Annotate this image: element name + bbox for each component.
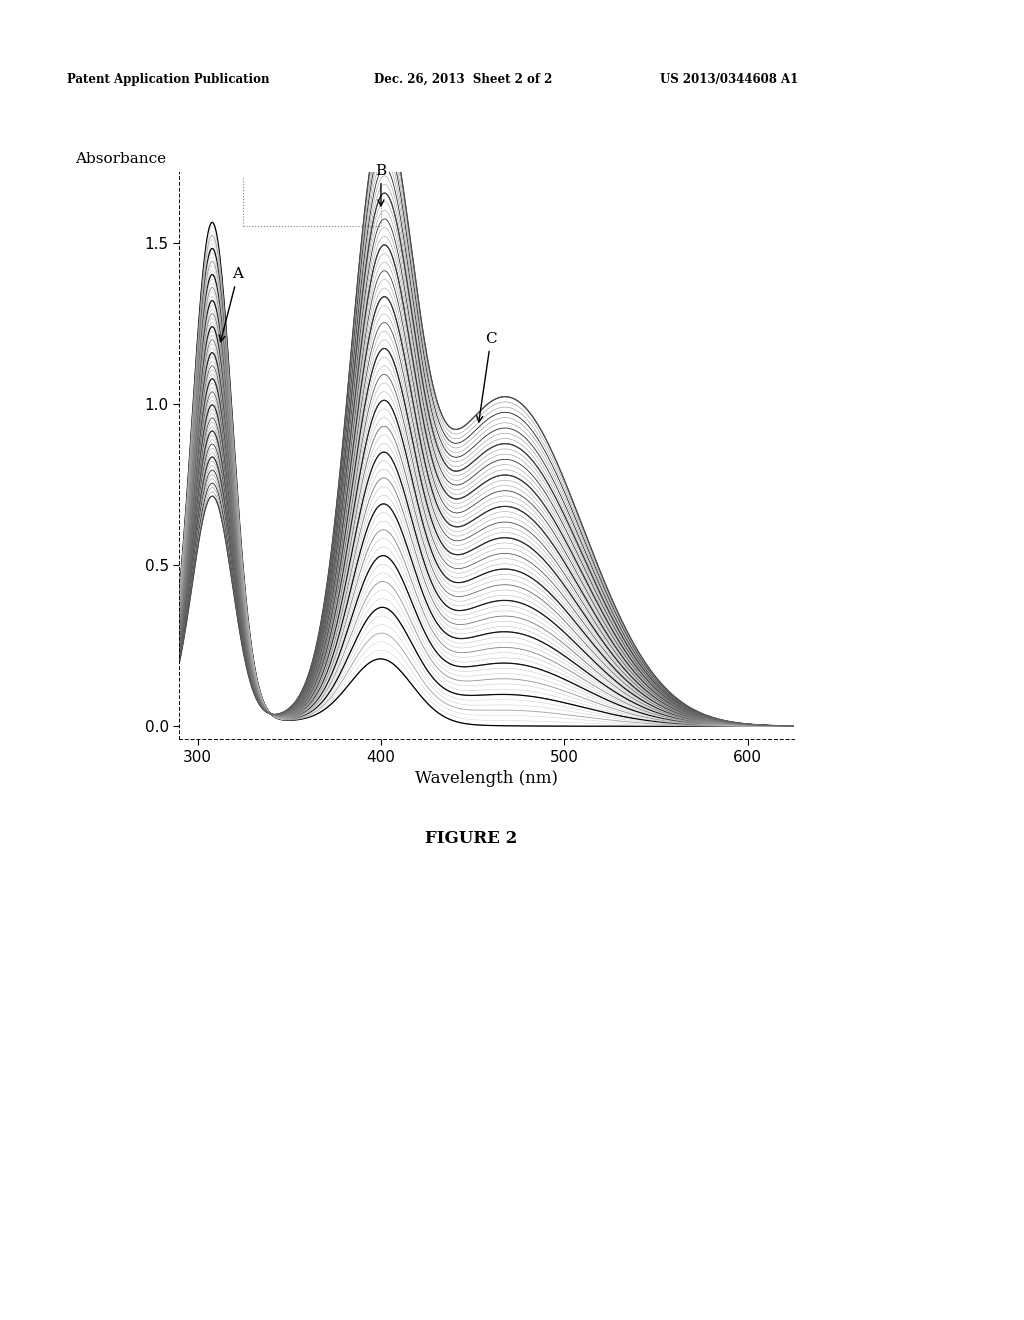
- Text: US 2013/0344608 A1: US 2013/0344608 A1: [660, 73, 799, 86]
- Text: B: B: [376, 164, 386, 206]
- X-axis label: Wavelength (nm): Wavelength (nm): [415, 770, 558, 787]
- Text: FIGURE 2: FIGURE 2: [425, 830, 517, 846]
- Text: A: A: [219, 267, 244, 342]
- Text: C: C: [476, 331, 497, 422]
- Text: Dec. 26, 2013  Sheet 2 of 2: Dec. 26, 2013 Sheet 2 of 2: [374, 73, 552, 86]
- Text: Patent Application Publication: Patent Application Publication: [67, 73, 269, 86]
- Text: Absorbance: Absorbance: [75, 152, 166, 166]
